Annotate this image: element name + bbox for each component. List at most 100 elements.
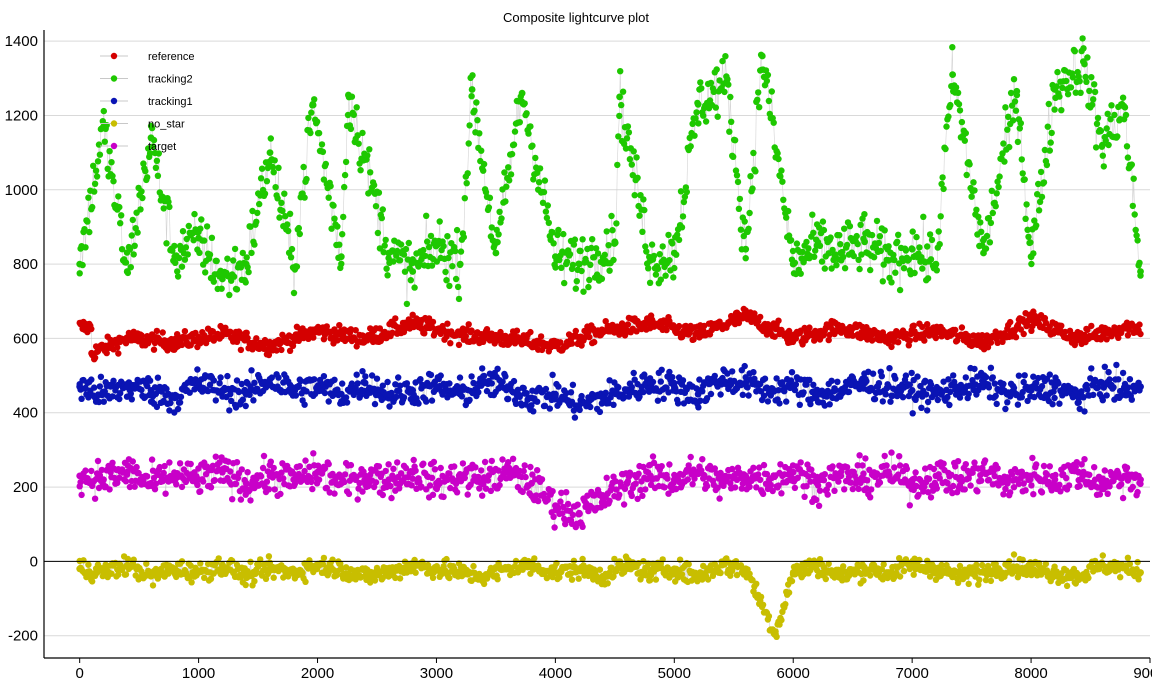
- tracking2-point: [169, 247, 176, 254]
- no_star-point: [149, 582, 157, 589]
- tracking2-point: [622, 145, 630, 152]
- no_star-point: [579, 555, 586, 563]
- tracking2-point: [242, 279, 249, 286]
- tracking1-point: [361, 379, 369, 387]
- tracking2-point: [572, 285, 579, 292]
- tracking2-point: [616, 93, 623, 101]
- reference-point: [480, 338, 487, 345]
- reference-point: [586, 333, 593, 341]
- no_star-point: [880, 561, 887, 568]
- tracking2-point: [530, 176, 537, 183]
- tracking2-point: [452, 275, 460, 283]
- tracking1-point: [697, 397, 704, 404]
- reference-point: [266, 342, 274, 350]
- target-point: [390, 465, 397, 472]
- tracking1-point: [940, 378, 947, 385]
- tracking1-point: [878, 373, 885, 380]
- no_star-point: [733, 571, 741, 579]
- tracking2-point: [1035, 207, 1043, 214]
- reference-point: [465, 321, 472, 328]
- tracking2-point: [230, 257, 237, 264]
- no_star-point: [568, 576, 576, 583]
- tracking2-point: [334, 223, 341, 230]
- no_star-point: [100, 569, 107, 576]
- no_star-point: [837, 572, 845, 580]
- reference-point: [987, 339, 995, 346]
- target-point: [331, 490, 338, 497]
- tracking2-point: [172, 259, 179, 266]
- tracking2-point: [670, 249, 678, 257]
- tracking2-point: [905, 256, 912, 263]
- tracking2-point: [614, 161, 621, 169]
- tracking1-point: [392, 381, 399, 388]
- tracking2-point: [968, 193, 975, 200]
- target-point: [126, 483, 134, 491]
- tracking1-point: [980, 379, 987, 387]
- tracking1-point: [810, 381, 817, 388]
- tracking2-point: [1080, 45, 1087, 52]
- tracking2-point: [603, 228, 610, 235]
- reference-point: [209, 328, 217, 335]
- tracking1-point: [250, 397, 257, 404]
- tracking1-point: [951, 378, 958, 386]
- tracking2-point: [383, 265, 390, 272]
- tracking2-point: [364, 152, 371, 159]
- target-point: [409, 475, 416, 482]
- tracking1-point: [144, 382, 151, 390]
- no_star-point: [320, 554, 328, 562]
- tracking2-point: [108, 159, 115, 166]
- tracking2-point: [274, 195, 281, 202]
- tracking2-point: [641, 206, 648, 214]
- no_star-point: [237, 573, 245, 581]
- no_star-point: [1075, 572, 1082, 580]
- tracking2-point: [284, 221, 291, 228]
- tracking2-point: [198, 216, 205, 223]
- tracking2-point: [213, 257, 220, 265]
- tracking1-point: [1038, 383, 1046, 390]
- tracking2-point: [1137, 268, 1144, 275]
- tracking2-point: [819, 218, 827, 225]
- target-point: [356, 479, 363, 487]
- tracking1-point: [729, 368, 736, 375]
- target-point: [315, 476, 323, 483]
- no_star-point: [646, 577, 654, 584]
- tracking2-point: [495, 231, 502, 238]
- tracking2-point: [1027, 239, 1034, 246]
- tracking2-point: [787, 237, 795, 244]
- tracking2-point: [342, 158, 350, 166]
- tracking2-point: [206, 251, 214, 258]
- tracking2-point: [700, 112, 707, 119]
- tracking2-point: [671, 264, 678, 272]
- tracking1-point: [707, 390, 715, 398]
- tracking1-point: [605, 400, 612, 407]
- tracking2-point: [145, 145, 152, 152]
- reference-point: [462, 332, 469, 340]
- tracking2-point: [858, 251, 865, 258]
- tracking1-point: [186, 389, 193, 396]
- tracking2-point: [474, 117, 481, 124]
- tracking1-point: [1122, 387, 1130, 394]
- tracking2-point: [639, 228, 646, 235]
- tracking2-point: [598, 275, 606, 282]
- reference-point: [701, 322, 708, 330]
- no_star-point: [753, 580, 760, 587]
- tracking1-point: [353, 371, 360, 378]
- reference-point: [497, 328, 504, 336]
- tracking1-point: [359, 368, 366, 375]
- tracking2-point: [1108, 102, 1115, 109]
- tracking2-point: [354, 132, 361, 139]
- reference-point: [888, 343, 895, 351]
- tracking2-point: [585, 283, 592, 291]
- tracking2-point: [656, 251, 663, 258]
- tracking2-point: [642, 243, 649, 250]
- target-point: [187, 460, 194, 468]
- tracking2-point: [185, 222, 192, 230]
- tracking2-point: [1129, 202, 1137, 210]
- tracking2-point: [423, 212, 430, 219]
- tracking2-point: [618, 101, 625, 109]
- tracking2-point: [425, 243, 433, 251]
- tracking2-point: [305, 114, 312, 122]
- tracking1-point: [428, 397, 436, 404]
- reference-point: [572, 327, 579, 335]
